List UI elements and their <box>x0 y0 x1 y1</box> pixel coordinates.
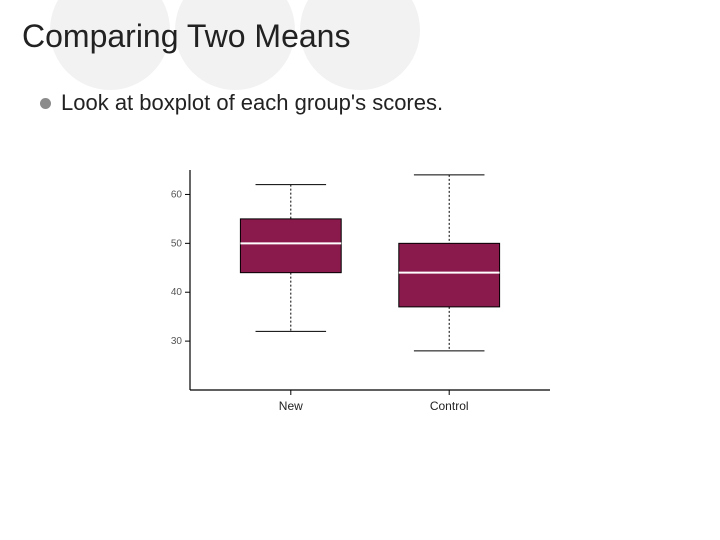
y-tick-label: 50 <box>171 238 183 249</box>
bullet-text: Look at boxplot of each group's scores. <box>61 90 443 116</box>
bullet-line: Look at boxplot of each group's scores. <box>40 90 443 116</box>
box <box>399 243 500 307</box>
boxplot-svg: 30 40 50 60 New Control <box>130 160 570 440</box>
boxplot-chart: 30 40 50 60 New Control <box>130 160 570 440</box>
box <box>240 219 341 273</box>
y-tick-label: 60 <box>171 189 183 200</box>
bullet-dot-icon <box>40 98 51 109</box>
y-tick-label: 40 <box>171 287 183 298</box>
y-tick-label: 30 <box>171 336 183 347</box>
x-category-label: Control <box>430 399 469 413</box>
x-category-label: New <box>279 399 303 413</box>
slide-title: Comparing Two Means <box>22 18 350 55</box>
